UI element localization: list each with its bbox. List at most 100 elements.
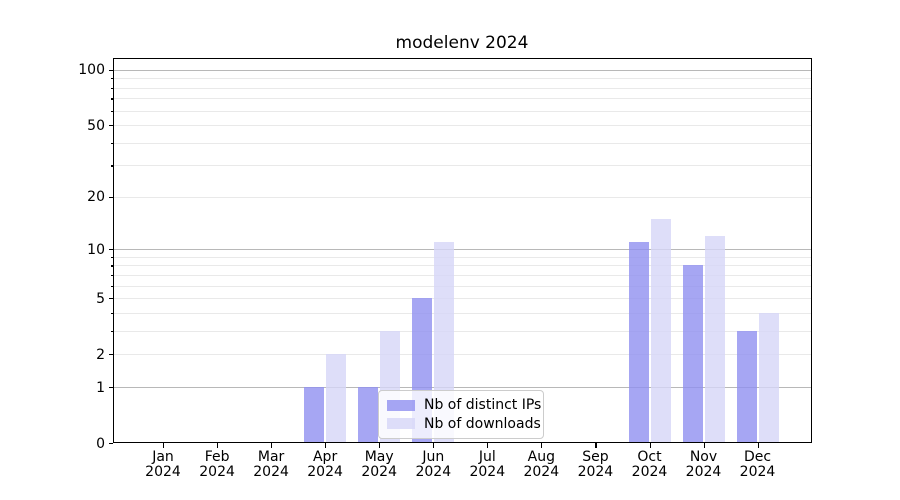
x-tick-label: Jan 2024 <box>145 449 181 480</box>
x-tick-label: Dec 2024 <box>739 449 776 480</box>
x-tick-label: Oct 2024 <box>631 449 668 480</box>
x-tick <box>325 443 327 448</box>
x-tick <box>487 443 489 448</box>
x-tick <box>433 443 435 448</box>
x-tick-label-year: 2024 <box>523 464 560 480</box>
x-tick-label: Aug 2024 <box>523 449 560 480</box>
gridline-minor <box>113 165 812 167</box>
y-minor-tick <box>110 285 113 287</box>
gridline-major <box>113 387 812 388</box>
chart-title: modelenv 2024 <box>395 33 529 53</box>
bar-nb-of-distinct-ips-apr <box>304 387 325 443</box>
y-tick-label: 5 <box>96 290 105 307</box>
gridline-major <box>113 69 812 71</box>
gridline-minor <box>113 98 812 100</box>
y-tick-label: 1 <box>96 379 105 396</box>
y-tick-label: 2 <box>96 346 105 363</box>
x-tick <box>649 443 651 448</box>
x-tick <box>541 443 543 448</box>
gridline-minor <box>113 110 812 112</box>
y-tick <box>108 196 113 199</box>
x-tick <box>217 443 219 448</box>
legend-label-distinct-ips: Nb of distinct IPs <box>424 397 542 414</box>
y-tick <box>108 125 113 127</box>
y-minor-tick <box>110 256 113 258</box>
bar-nb-of-distinct-ips-may <box>358 387 379 443</box>
x-tick <box>163 443 165 448</box>
y-tick-label: 20 <box>87 189 105 206</box>
x-tick-label: Mar 2024 <box>253 449 289 480</box>
x-tick-label-year: 2024 <box>253 464 289 480</box>
gridline-minor <box>113 274 812 276</box>
gridline-minor <box>113 330 812 332</box>
gridline-minor <box>113 312 812 314</box>
legend-swatch-downloads-icon <box>387 418 415 430</box>
y-tick <box>108 387 113 389</box>
y-tick <box>108 354 113 356</box>
y-minor-tick <box>110 87 113 89</box>
bar-nb-of-downloads-oct <box>650 218 671 443</box>
bar-nb-of-distinct-ips-dec <box>736 330 757 443</box>
bar-nb-of-downloads-nov <box>704 235 725 443</box>
x-tick-label: Apr 2024 <box>307 449 343 480</box>
gridline-minor <box>113 87 812 89</box>
x-tick-label-year: 2024 <box>469 464 506 480</box>
legend-swatch-distinct-ips-icon <box>387 399 415 411</box>
x-tick-label-year: 2024 <box>415 464 452 480</box>
gridline-minor <box>113 125 812 127</box>
x-tick-label: Feb 2024 <box>199 449 235 480</box>
legend-item-distinct-ips: Nb of distinct IPs <box>387 396 541 414</box>
y-tick <box>108 69 113 72</box>
x-tick-label: Jul 2024 <box>469 449 506 480</box>
x-tick-label-year: 2024 <box>739 464 776 480</box>
x-tick-label: Jun 2024 <box>415 449 452 480</box>
legend-label-downloads: Nb of downloads <box>424 415 541 432</box>
x-tick-label-year: 2024 <box>361 464 398 480</box>
y-tick <box>108 298 113 300</box>
y-minor-tick <box>110 312 113 315</box>
y-tick-label: 0 <box>96 435 105 452</box>
gridline-minor <box>113 78 812 80</box>
y-tick <box>108 249 113 251</box>
y-minor-tick <box>110 265 113 267</box>
x-tick-label-year: 2024 <box>577 464 614 480</box>
gridline-minor <box>113 285 812 287</box>
legend: Nb of distinct IPs Nb of downloads <box>378 390 544 439</box>
x-tick-label-year: 2024 <box>199 464 235 480</box>
y-minor-tick <box>110 98 113 100</box>
x-tick <box>595 443 597 448</box>
plot-frame <box>113 58 812 443</box>
legend-item-downloads: Nb of downloads <box>387 415 541 433</box>
x-tick-label: Nov 2024 <box>685 449 722 480</box>
y-tick-label: 100 <box>78 62 105 79</box>
y-minor-tick <box>110 142 113 144</box>
y-minor-tick <box>110 330 113 333</box>
y-tick <box>108 443 113 445</box>
x-tick <box>757 443 759 448</box>
y-minor-tick <box>110 165 113 167</box>
y-tick-label: 50 <box>87 117 105 134</box>
x-tick-label-year: 2024 <box>307 464 343 480</box>
y-minor-tick <box>110 274 113 277</box>
x-tick <box>379 443 381 448</box>
gridline-minor <box>113 196 812 198</box>
bar-nb-of-distinct-ips-oct <box>628 242 649 443</box>
gridline-minor <box>113 265 812 267</box>
bar-nb-of-distinct-ips-nov <box>682 265 703 443</box>
bar-nb-of-downloads-apr <box>326 354 347 443</box>
y-tick-label: 10 <box>87 241 105 258</box>
x-tick <box>703 443 705 448</box>
bar-nb-of-downloads-dec <box>758 312 779 443</box>
x-tick-label-year: 2024 <box>631 464 668 480</box>
y-minor-tick <box>110 110 113 112</box>
gridline-minor <box>113 142 812 144</box>
x-tick-label: May 2024 <box>361 449 398 480</box>
y-minor-tick <box>110 78 113 80</box>
x-tick-label-year: 2024 <box>145 464 181 480</box>
x-tick <box>271 443 273 448</box>
gridline-major <box>113 249 812 251</box>
gridline-minor <box>113 256 812 258</box>
gridline-minor <box>113 298 812 300</box>
gridline-minor <box>113 354 812 356</box>
